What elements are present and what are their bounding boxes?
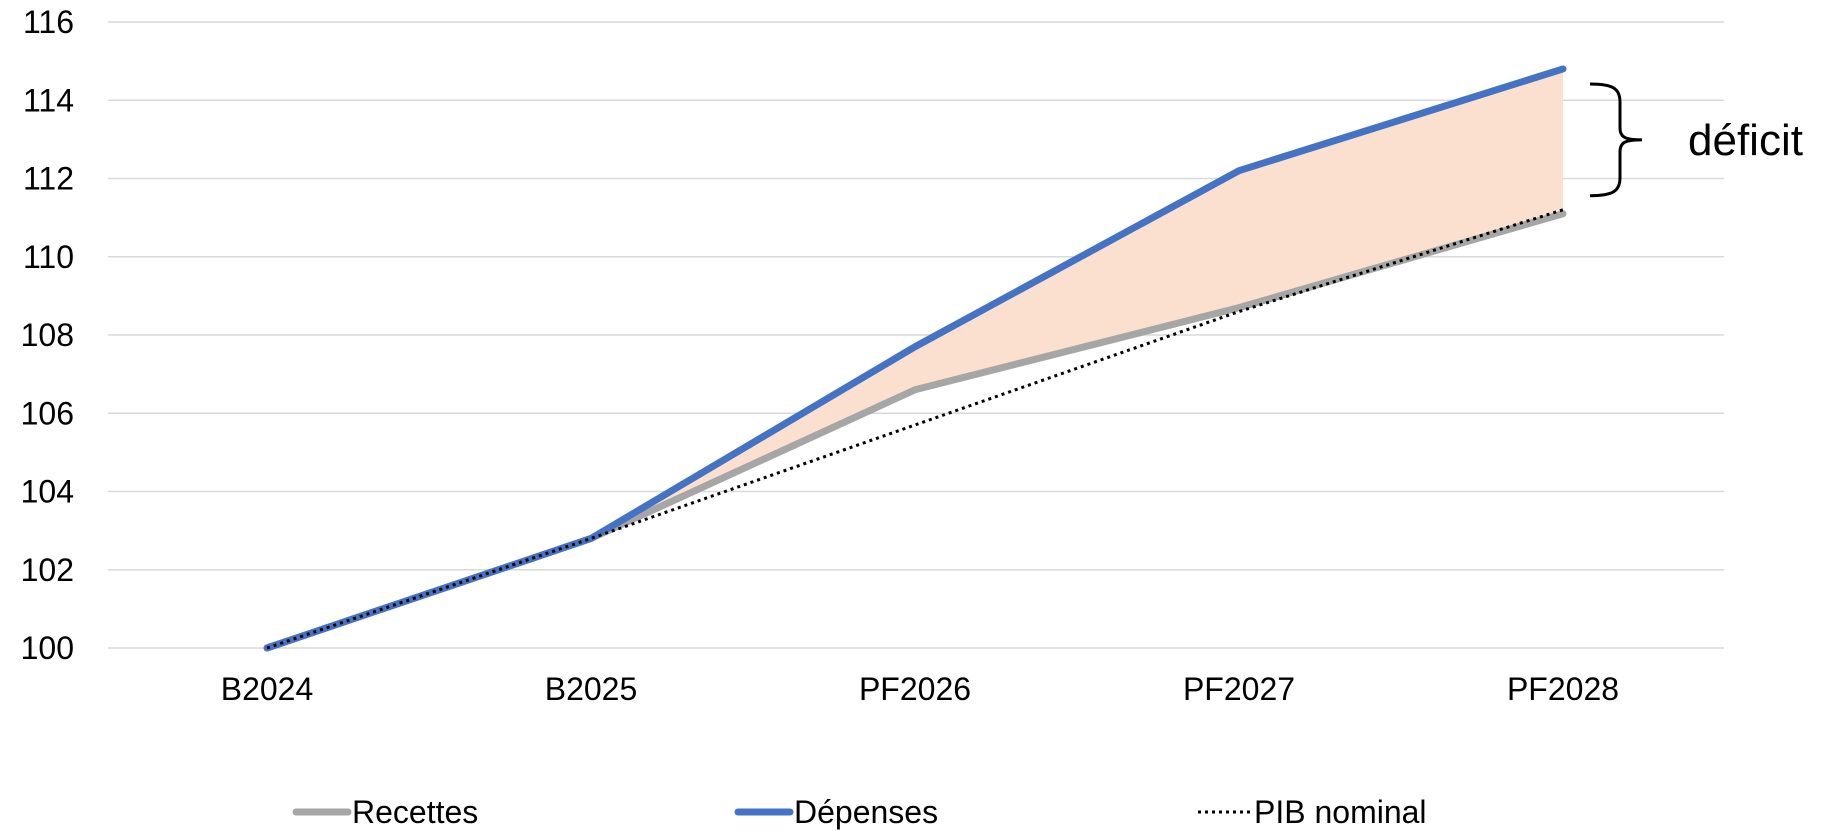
y-tick-label: 102	[21, 552, 74, 588]
y-tick-label: 112	[23, 161, 74, 197]
series-lines	[263, 65, 1567, 652]
series-line-depenses	[263, 65, 1567, 652]
legend-label: Recettes	[352, 794, 478, 830]
x-axis-ticks: B2024 B2025 PF2026 PF2027 PF2028	[221, 671, 1619, 707]
y-tick-label: 116	[23, 4, 74, 40]
y-tick-label: 104	[21, 474, 74, 510]
deficit-brace-icon	[1589, 82, 1643, 198]
deficit-fill	[267, 68, 1563, 648]
y-tick-label: 110	[23, 239, 74, 275]
x-tick-label: B2024	[221, 671, 314, 707]
x-tick-label: PF2027	[1183, 671, 1295, 707]
deficit-annotation: déficit	[1589, 82, 1803, 198]
legend-label: Dépenses	[794, 794, 938, 830]
x-tick-label: PF2026	[859, 671, 971, 707]
series-line-pib-nominal	[266, 208, 1564, 650]
deficit-area	[267, 68, 1563, 648]
gridlines	[108, 21, 1724, 649]
y-axis-ticks: 100 102 104 106 108 110 112 114 116	[21, 4, 74, 666]
legend-label: PIB nominal	[1254, 794, 1427, 830]
legend: Recettes Dépenses PIB nominal	[292, 794, 1427, 830]
y-tick-label: 108	[21, 317, 74, 353]
x-tick-label: B2025	[545, 671, 638, 707]
y-tick-label: 100	[21, 630, 74, 666]
deficit-label: déficit	[1688, 116, 1803, 165]
x-tick-label: PF2028	[1507, 671, 1619, 707]
y-tick-label: 114	[23, 82, 74, 118]
y-tick-label: 106	[21, 395, 74, 431]
